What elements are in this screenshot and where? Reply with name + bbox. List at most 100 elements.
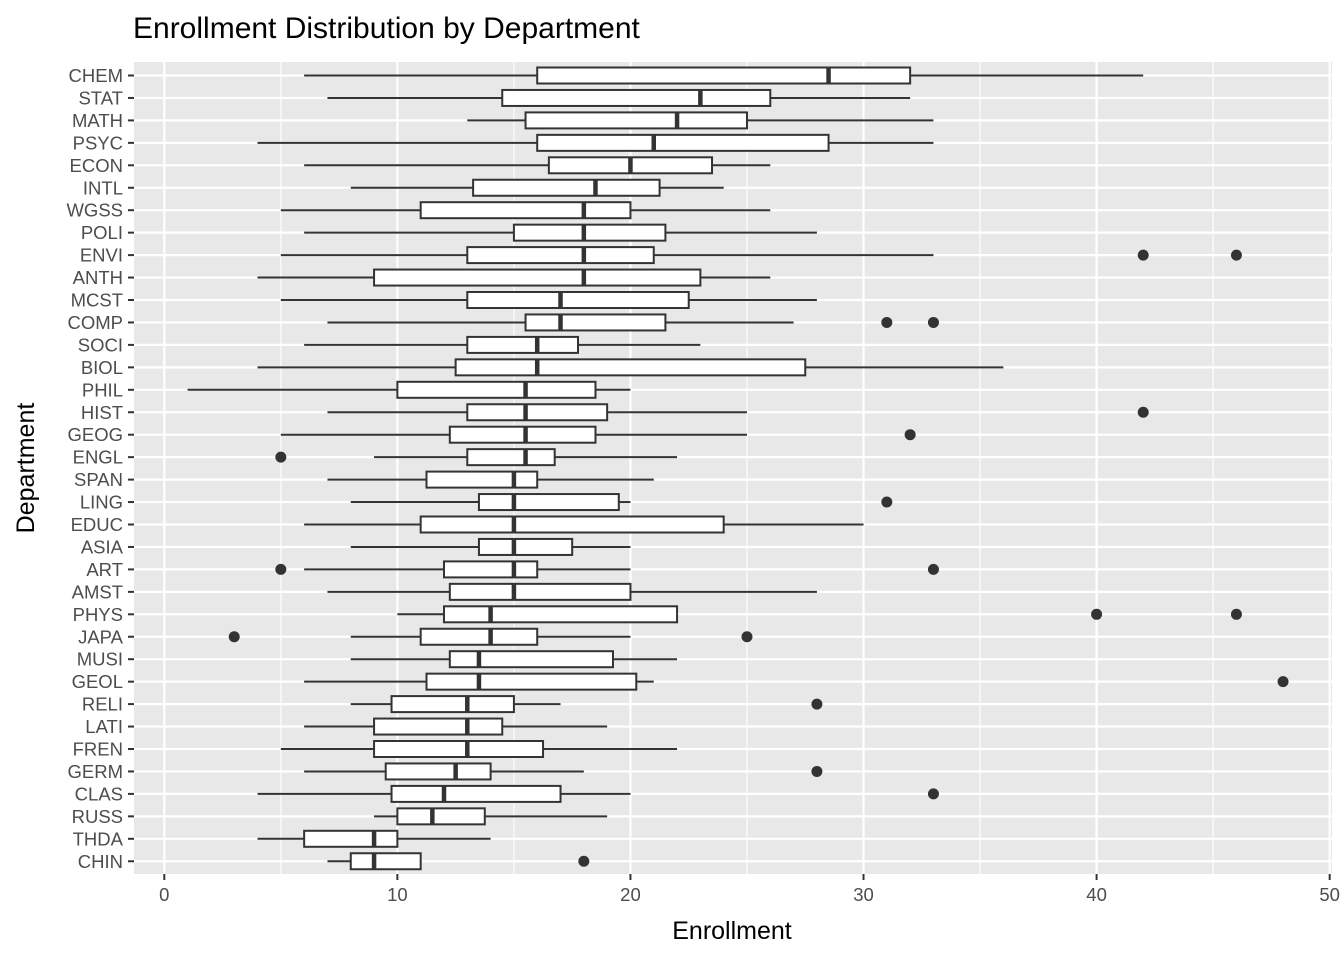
y-tick-label: MUSI <box>77 649 123 670</box>
box-russ <box>374 807 608 826</box>
outlier-point <box>1277 676 1289 688</box>
box-iqr <box>466 448 556 467</box>
box-iqr <box>349 852 422 871</box>
outlier-point <box>741 631 753 643</box>
box-envi <box>280 246 1242 265</box>
box-iqr <box>536 66 912 85</box>
box-phys <box>397 605 1242 624</box>
box-iqr <box>442 605 679 624</box>
box-math <box>467 111 934 130</box>
box-japa <box>228 627 753 646</box>
y-tick-label: ART <box>86 559 123 580</box>
outlier-point <box>927 788 939 800</box>
box-iqr <box>472 178 661 197</box>
box-iqr <box>373 268 702 287</box>
box-iqr <box>477 537 574 556</box>
box-wgss <box>280 201 771 220</box>
box-phil <box>187 380 631 399</box>
outlier-point <box>881 496 893 508</box>
box-chem <box>304 66 1144 85</box>
box-ling <box>350 493 893 512</box>
box-stat <box>327 88 911 107</box>
outlier-point <box>1137 249 1149 261</box>
box-iqr <box>419 201 632 220</box>
y-tick-label: INTL <box>83 177 123 198</box>
y-tick-label: ECON <box>70 155 123 176</box>
y-tick-label: MCST <box>71 290 123 311</box>
y-tick-label: PSYC <box>73 132 123 153</box>
y-tick-label: FREN <box>73 739 123 760</box>
y-tick-label: WGSS <box>66 200 123 221</box>
box-educ <box>304 515 864 534</box>
box-comp <box>327 313 939 332</box>
box-econ <box>304 156 771 175</box>
x-tick-label: 50 <box>1319 884 1340 905</box>
box-soci <box>304 335 701 354</box>
y-tick-label: PHYS <box>73 604 123 625</box>
outlier-point <box>275 451 287 463</box>
box-thda <box>257 829 491 848</box>
x-axis-title: Enrollment <box>672 917 792 945</box>
box-germ <box>304 762 823 781</box>
box-iqr <box>303 829 399 848</box>
y-tick-label: BIOL <box>81 357 123 378</box>
box-clas <box>257 784 939 803</box>
box-iqr <box>419 515 725 534</box>
y-tick-label: ENVI <box>80 245 123 266</box>
outlier-point <box>1091 608 1103 620</box>
y-tick-label: ENGL <box>73 447 123 468</box>
box-engl <box>275 448 678 467</box>
box-poli <box>304 223 817 242</box>
box-iqr <box>501 88 772 107</box>
y-tick-label: LING <box>80 492 123 513</box>
box-iqr <box>419 627 539 646</box>
y-tick-label: RELI <box>82 694 123 715</box>
outlier-point <box>1230 608 1242 620</box>
box-iqr <box>396 807 486 826</box>
box-intl <box>350 178 724 197</box>
chart-title: Enrollment Distribution by Department <box>133 12 641 45</box>
y-tick-label: POLI <box>81 222 123 243</box>
y-tick-label: CHIN <box>78 851 123 872</box>
y-tick-label: MATH <box>72 110 123 131</box>
box-lati <box>304 717 608 736</box>
box-iqr <box>477 493 620 512</box>
y-tick-label: THDA <box>73 828 124 849</box>
x-axis: 0 10 20 30 40 50 <box>159 874 1340 905</box>
box-iqr <box>466 403 609 422</box>
box-iqr <box>454 358 807 377</box>
outlier-point <box>228 631 240 643</box>
box-iqr <box>425 672 638 691</box>
box-anth <box>257 268 771 287</box>
box-reli <box>350 695 823 714</box>
y-tick-label: GEOL <box>72 671 123 692</box>
box-geol <box>304 672 1289 691</box>
y-tick-label: ASIA <box>81 536 124 557</box>
y-tick-label: CHEM <box>69 65 123 86</box>
y-tick-label: SOCI <box>78 334 123 355</box>
box-iqr <box>524 313 667 332</box>
box-chin <box>327 852 590 871</box>
y-tick-label: JAPA <box>78 626 124 647</box>
box-iqr <box>466 335 580 354</box>
box-iqr <box>373 740 545 758</box>
y-tick-label: CLAS <box>75 783 123 804</box>
outlier-point <box>1137 406 1149 418</box>
box-iqr <box>442 560 539 579</box>
plot-panel <box>134 62 1332 874</box>
y-tick-label: AMST <box>72 581 123 602</box>
outlier-point <box>811 698 823 710</box>
box-iqr <box>512 223 667 242</box>
x-tick-label: 0 <box>159 884 169 905</box>
outlier-point <box>811 765 823 777</box>
y-tick-label: RUSS <box>72 806 123 827</box>
outlier-point <box>1230 249 1242 261</box>
outlier-point <box>927 563 939 575</box>
box-iqr <box>390 695 515 714</box>
outlier-point <box>927 316 939 328</box>
box-hist <box>327 403 1149 422</box>
y-tick-label: COMP <box>68 312 124 333</box>
outlier-point <box>881 316 893 328</box>
x-tick-label: 40 <box>1086 884 1107 905</box>
